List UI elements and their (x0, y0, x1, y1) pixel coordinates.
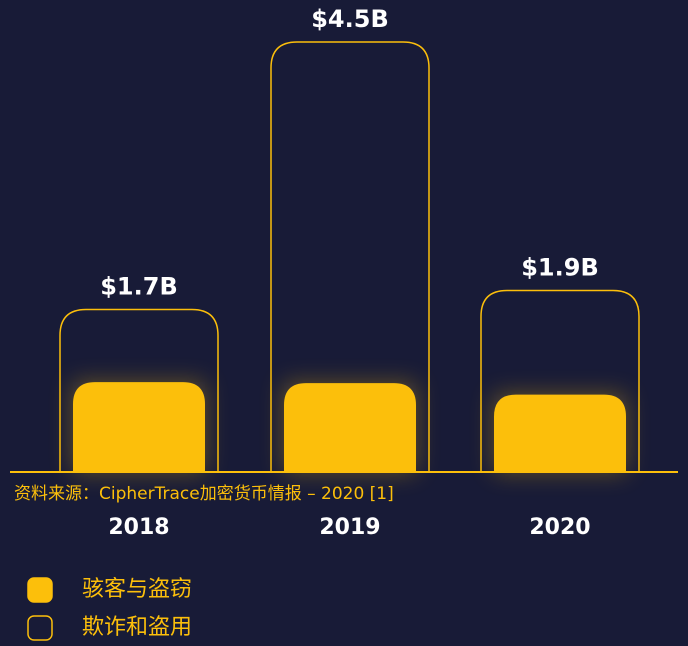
legend-swatch (27, 615, 53, 641)
bar-outline (480, 289, 640, 472)
value-label: $1.9B (521, 253, 599, 281)
x-tick-label: 2020 (529, 515, 590, 540)
bar (284, 383, 416, 472)
legend-swatch (27, 577, 53, 603)
source-note: 资料来源：CipherTrace加密货币情报 – 2020 [1] (14, 484, 394, 504)
value-label: $4.5B (311, 5, 389, 33)
bar (494, 394, 626, 472)
bar (73, 382, 205, 472)
x-tick-label: 2018 (108, 515, 169, 540)
bar-outline (270, 41, 430, 472)
value-label: $1.7B (100, 273, 178, 301)
x-tick-label: 2019 (319, 515, 380, 540)
legend-label: 骇客与盗窃 (82, 577, 192, 602)
bar-outline (59, 308, 219, 472)
legend-label: 欺诈和盗用 (82, 615, 192, 640)
